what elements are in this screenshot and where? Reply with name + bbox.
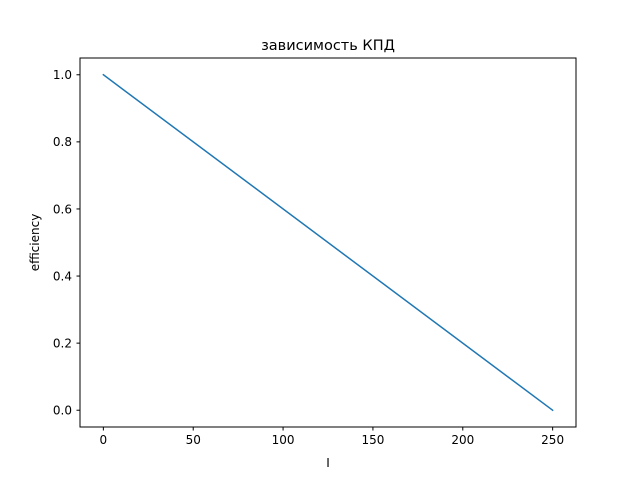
plot-frame [79, 57, 577, 428]
x-tick-label: 200 [451, 433, 474, 447]
x-axis: 0 50 100 150 200 250 [100, 427, 564, 447]
y-tick-label: 0.0 [53, 404, 72, 418]
y-tick-label: 0.8 [53, 135, 72, 149]
y-tick-label: 0.4 [53, 269, 72, 283]
y-axis-label: efficiency [28, 214, 42, 272]
x-tick-label: 0 [100, 433, 108, 447]
x-axis-label: I [326, 456, 330, 470]
x-tick-label: 250 [541, 433, 564, 447]
chart-title: зависимость КПД [261, 38, 395, 54]
series-line [102, 73, 554, 412]
x-tick-label: 50 [186, 433, 201, 447]
series-layer [102, 73, 554, 412]
y-axis: 0.0 0.2 0.4 0.6 0.8 1.0 [53, 68, 80, 418]
y-tick-label: 0.2 [53, 336, 72, 350]
y-tick-label: 0.6 [53, 202, 72, 216]
y-tick-label: 1.0 [53, 68, 72, 82]
x-tick-label: 100 [272, 433, 295, 447]
x-tick-label: 150 [361, 433, 384, 447]
